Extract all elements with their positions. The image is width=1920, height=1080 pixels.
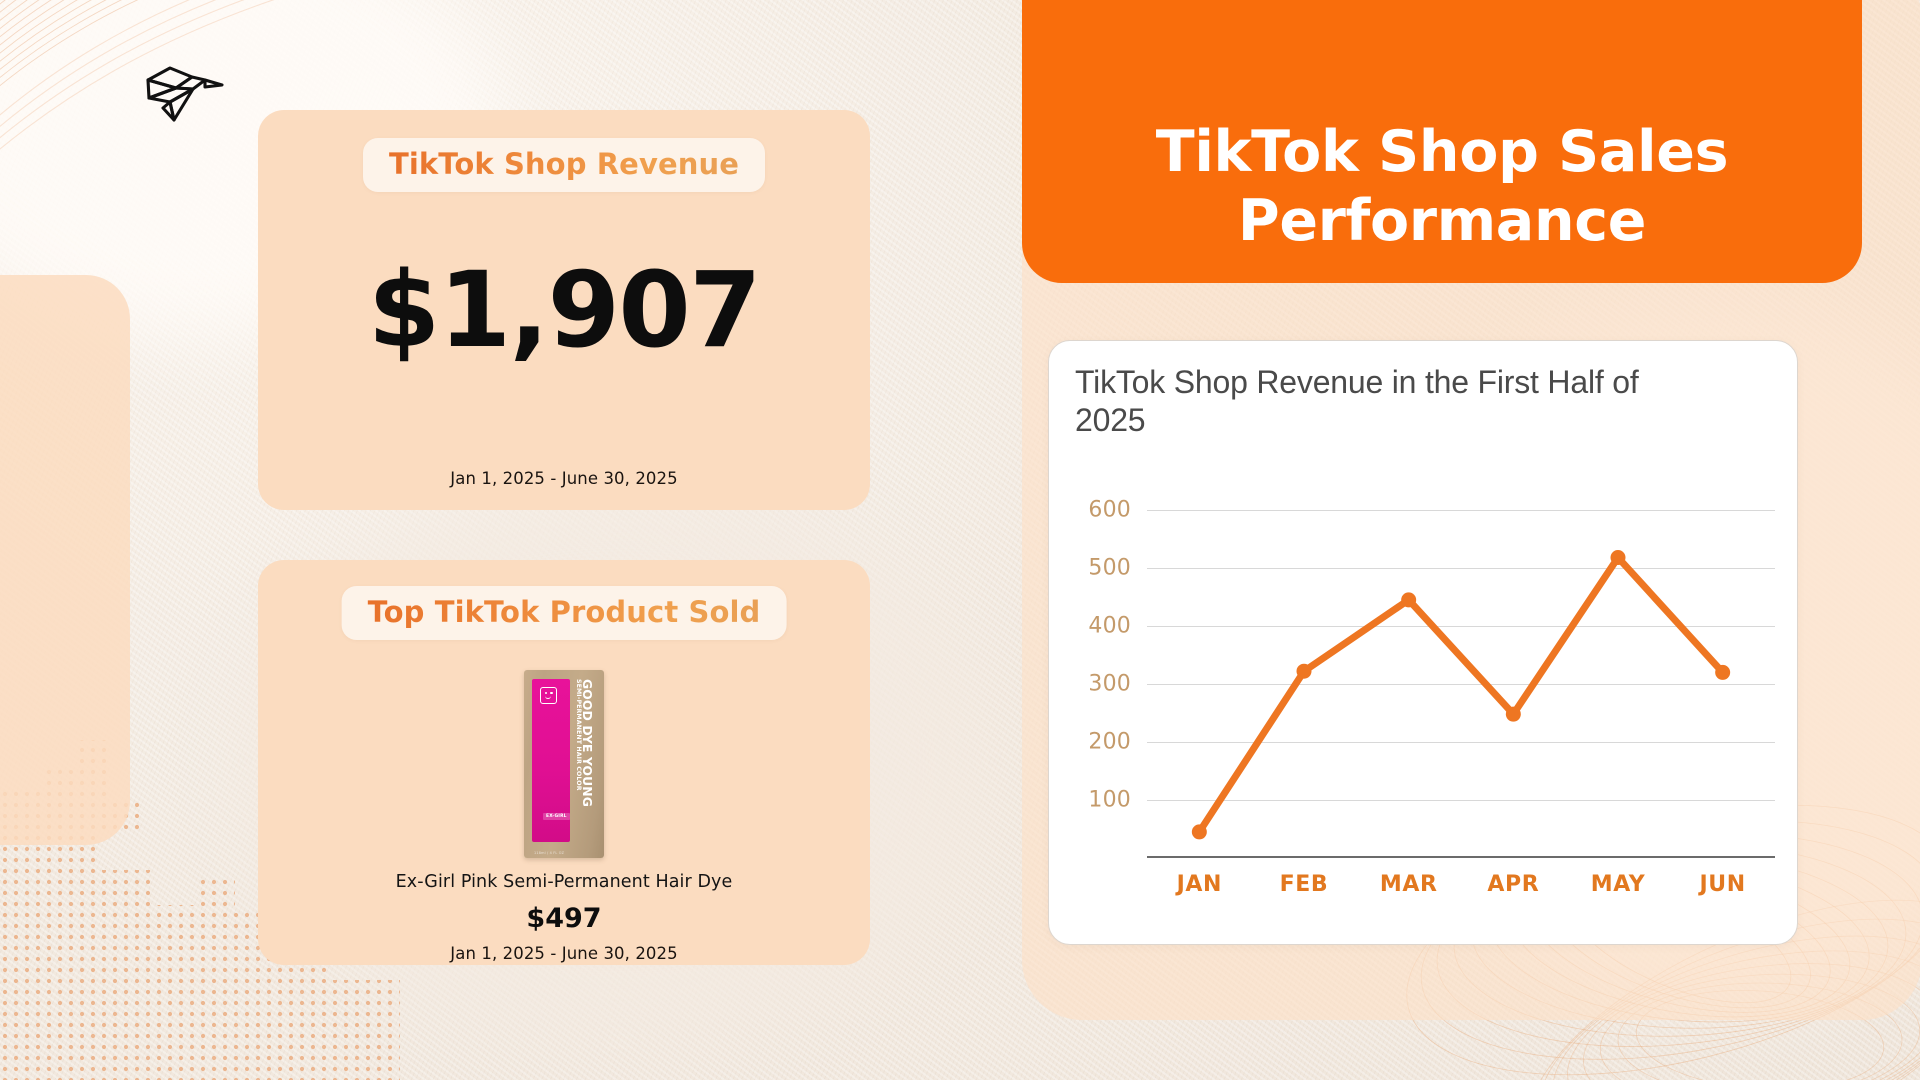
chart-title: TikTok Shop Revenue in the First Half of… [1075, 364, 1639, 439]
product-price: $497 [526, 903, 602, 934]
header-banner: TikTok Shop Sales Performance [1022, 0, 1862, 283]
revenue-card: TikTok Shop Revenue $1,907 Jan 1, 2025 -… [258, 110, 870, 510]
chart-y-tick-label: 200 [1088, 729, 1131, 755]
revenue-chart-card: TikTok Shop Revenue in the First Half of… [1048, 340, 1798, 945]
product-package: EX-GIRL GOOD DYE YOUNG SEMI-PERMANENT HA… [524, 670, 604, 858]
chart-x-tick-label: JAN [1176, 872, 1223, 897]
product-subtitle-text: SEMI-PERMANENT HAIR COLOR [575, 679, 582, 791]
chart-x-tick-label: MAR [1379, 872, 1438, 897]
chart-data-point [1401, 592, 1417, 608]
chart-gridline [1147, 800, 1775, 801]
revenue-card-pill: TikTok Shop Revenue [363, 138, 765, 192]
chart-data-point [1191, 824, 1207, 840]
chart-x-tick-label: MAY [1590, 872, 1646, 897]
chart-data-point [1610, 550, 1626, 566]
chart-data-point [1505, 706, 1521, 722]
smiley-face-icon [540, 687, 557, 704]
chart-x-tick-label: JUN [1699, 872, 1746, 897]
chart-y-axis-labels: 100 200 300 400 500 600 [1075, 481, 1137, 916]
chart-gridline [1147, 684, 1775, 685]
chart-line-path [1195, 554, 1727, 836]
revenue-date-range: Jan 1, 2025 - June 30, 2025 [450, 469, 678, 488]
chart-x-tick-label: FEB [1279, 872, 1329, 897]
chart-y-tick-label: 100 [1088, 787, 1131, 813]
chart-gridline [1147, 626, 1775, 627]
chart-line-series [1191, 550, 1731, 840]
smiley-mouth [545, 696, 551, 699]
top-product-card: Top TikTok Product Sold EX-GIRL GOOD DYE… [258, 560, 870, 965]
product-name: Ex-Girl Pink Semi-Permanent Hair Dye [395, 872, 733, 892]
top-product-card-pill: Top TikTok Product Sold [341, 586, 787, 640]
chart-plot-area: 100 200 300 400 500 600 JAN FEB MAR APR MAY JUN [1075, 481, 1775, 916]
product-volume-text: 118ml / 4 FL OZ [534, 851, 565, 855]
revenue-amount: $1,907 [367, 249, 762, 371]
origami-bird-logo-icon [146, 66, 224, 122]
chart-gridline [1147, 510, 1775, 511]
product-package-pink-label: EX-GIRL [532, 679, 570, 842]
product-date-range: Jan 1, 2025 - June 30, 2025 [450, 944, 678, 963]
left-peach-accent [0, 275, 130, 845]
chart-y-tick-label: 500 [1088, 555, 1131, 581]
chart-x-axis-line [1147, 856, 1775, 858]
chart-data-point [1296, 663, 1312, 679]
revenue-card-title: TikTok Shop Revenue [389, 147, 739, 181]
chart-y-tick-label: 300 [1088, 671, 1131, 697]
chart-x-axis-labels: JAN FEB MAR APR MAY JUN [1147, 872, 1775, 912]
product-package-brand-strip: GOOD DYE YOUNG SEMI-PERMANENT HAIR COLOR [573, 677, 599, 847]
product-brand-text: GOOD DYE YOUNG [580, 679, 595, 808]
product-image: EX-GIRL GOOD DYE YOUNG SEMI-PERMANENT HA… [524, 670, 604, 858]
chart-gridline [1147, 568, 1775, 569]
banner-title: TikTok Shop Sales Performance [1155, 118, 1729, 255]
chart-data-point [1715, 664, 1731, 680]
chart-y-tick-label: 600 [1088, 497, 1131, 523]
chart-gridlines [1147, 481, 1775, 858]
chart-y-tick-label: 400 [1088, 613, 1131, 639]
chart-gridline [1147, 742, 1775, 743]
top-product-card-title: Top TikTok Product Sold [367, 595, 761, 629]
chart-x-tick-label: APR [1487, 872, 1540, 897]
product-shade-label: EX-GIRL [543, 813, 570, 820]
